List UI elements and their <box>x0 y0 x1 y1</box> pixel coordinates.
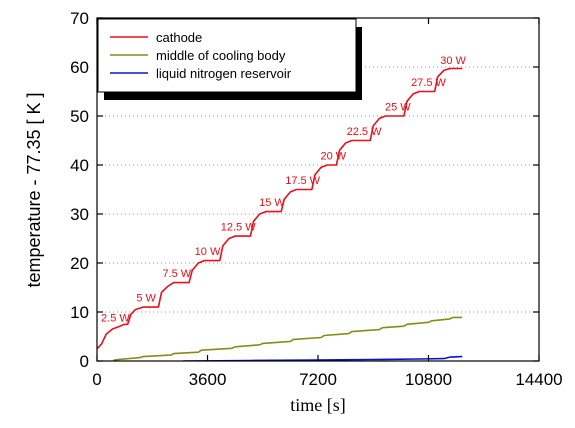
annotation-11: 30 W <box>440 55 466 67</box>
y-tick-label-1: 10 <box>70 303 89 322</box>
y-tick-label-0: 0 <box>80 352 89 371</box>
legend-label-1: middle of cooling body <box>156 48 286 63</box>
annotation-6: 17.5 W <box>285 175 320 187</box>
annotation-9: 25 W <box>385 102 411 114</box>
annotation-4: 12.5 W <box>221 222 256 234</box>
annotation-5: 15 W <box>259 197 285 209</box>
series-line-0 <box>97 67 463 350</box>
legend-label-0: cathode <box>156 30 202 45</box>
annotation-1: 5 W <box>136 293 156 305</box>
legend: cathode middle of cooling body liquid nitr… <box>97 18 362 100</box>
y-tick-label-6: 60 <box>70 58 89 77</box>
legend-label-2: liquid nitrogen reservoir <box>156 66 292 81</box>
annotation-3: 10 W <box>195 246 221 258</box>
axis-ticks: 0 3600 7200 10800 14400 0 10 20 30 40 50 60 70 <box>70 9 563 389</box>
y-tick-label-5: 50 <box>70 107 89 126</box>
annotation-0: 2.5 W <box>101 312 130 324</box>
y-axis-title: temperature - 77.35 [ K ] <box>24 92 44 287</box>
x-axis-title: time [s] <box>290 395 346 415</box>
x-tick-label-3: 10800 <box>405 370 452 389</box>
annotation-10: 27.5 W <box>411 77 446 89</box>
annotation-2: 7.5 W <box>162 268 191 280</box>
annotation-7: 20 W <box>321 151 347 163</box>
annotation-8: 22.5 W <box>347 126 382 138</box>
x-tick-label-1: 3600 <box>189 370 227 389</box>
y-tick-label-7: 70 <box>70 9 89 28</box>
y-tick-label-2: 20 <box>70 254 89 273</box>
y-tick-label-4: 40 <box>70 156 89 175</box>
y-tick-label-3: 30 <box>70 205 89 224</box>
x-tick-label-0: 0 <box>92 370 101 389</box>
annotation-layer: 2.5 W 5 W 7.5 W 10 W12.5 W 15 W17.5 W20 W 22.… <box>101 55 466 324</box>
series-line-1 <box>113 316 463 361</box>
x-tick-label-2: 7200 <box>299 370 337 389</box>
x-tick-label-4: 14400 <box>515 370 562 389</box>
